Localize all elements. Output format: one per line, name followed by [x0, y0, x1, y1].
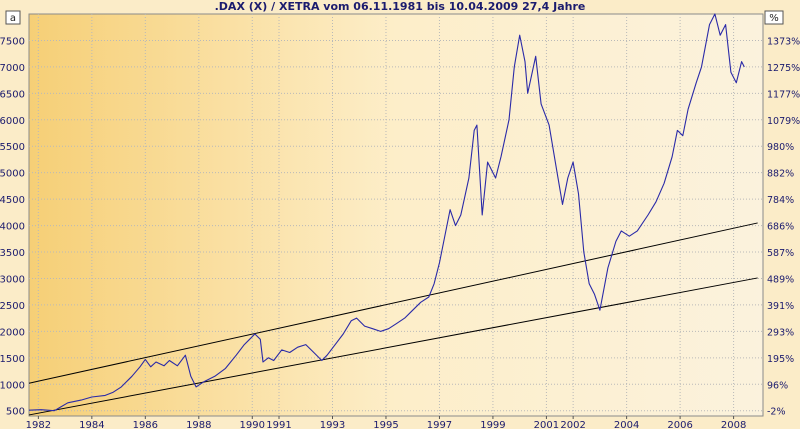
left-axis: 500 1000 1500 2000 2500 3000 3500 4000 4500 5000 5… — [0, 36, 25, 417]
y-tick-left: 3500 — [0, 248, 25, 259]
x-tick-label: 2002 — [560, 420, 585, 429]
y-tick-left: 2000 — [0, 327, 25, 338]
y-tick-right: 1275% — [767, 63, 800, 74]
y-tick-right: 686% — [767, 222, 794, 233]
y-tick-left: 6500 — [0, 89, 25, 100]
right-axis-badge-label: % — [769, 13, 779, 24]
y-tick-right: 980% — [767, 142, 794, 153]
x-axis: 1982 1984 1986 1988 1990 1991 1993 1995 1997 1999… — [26, 416, 746, 429]
y-tick-right: 1079% — [767, 116, 800, 127]
chart-title: .DAX (X) / XETRA vom 06.11.1981 bis 10.0… — [215, 0, 586, 13]
channel-upper-line — [28, 222, 758, 384]
dax-price-line — [28, 13, 745, 412]
y-tick-right: 1373% — [767, 36, 800, 47]
y-tick-right: -2% — [767, 407, 786, 418]
x-tick-label: 1988 — [186, 420, 211, 429]
y-tick-left: 6000 — [0, 116, 25, 127]
y-tick-left: 5000 — [0, 169, 25, 180]
right-axis-badge — [764, 10, 784, 25]
y-tick-right: 293% — [767, 327, 794, 338]
x-tick-label: 1984 — [79, 420, 104, 429]
y-tick-left: 500 — [6, 407, 25, 418]
right-axis: -2% 96% 195% 293% 391% 489% 587% 686% 784% 882% 98… — [767, 36, 800, 417]
y-tick-left: 4500 — [0, 195, 25, 206]
gridlines — [29, 14, 763, 416]
y-tick-right: 391% — [767, 301, 794, 312]
x-tick-label: 2006 — [667, 420, 692, 429]
y-tick-left: 3000 — [0, 274, 25, 285]
y-tick-left: 1000 — [0, 380, 25, 391]
x-tick-label: 1993 — [320, 420, 345, 429]
left-axis-badge-label: a — [10, 13, 16, 24]
trend-channel — [28, 222, 758, 416]
y-tick-right: 587% — [767, 248, 794, 259]
x-tick-label: 2004 — [614, 420, 639, 429]
y-tick-right: 96% — [767, 380, 788, 391]
channel-lower-line — [28, 277, 758, 416]
y-tick-left: 7000 — [0, 63, 25, 74]
y-tick-right: 784% — [767, 195, 794, 206]
x-tick-label: 2001 — [534, 420, 559, 429]
y-tick-left: 1500 — [0, 354, 25, 365]
y-tick-right: 195% — [767, 354, 794, 365]
x-tick-label: 1990 — [240, 420, 265, 429]
left-axis-badge — [5, 10, 21, 25]
x-tick-label: 1999 — [480, 420, 505, 429]
x-tick-label: 1995 — [373, 420, 398, 429]
x-tick-label: 2008 — [721, 420, 746, 429]
y-tick-left: 4000 — [0, 222, 25, 233]
y-tick-right: 489% — [767, 274, 794, 285]
plot-area — [28, 13, 764, 417]
y-tick-left: 2500 — [0, 301, 25, 312]
y-tick-right: 1177% — [767, 89, 800, 100]
x-tick-label: 1997 — [427, 420, 452, 429]
y-tick-left: 5500 — [0, 142, 25, 153]
x-tick-label: 1982 — [26, 420, 51, 429]
y-tick-left: 7500 — [0, 36, 25, 47]
x-tick-label: 1986 — [133, 420, 158, 429]
y-tick-right: 882% — [767, 169, 794, 180]
series-layer — [28, 13, 745, 412]
x-tick-label: 1991 — [266, 420, 291, 429]
